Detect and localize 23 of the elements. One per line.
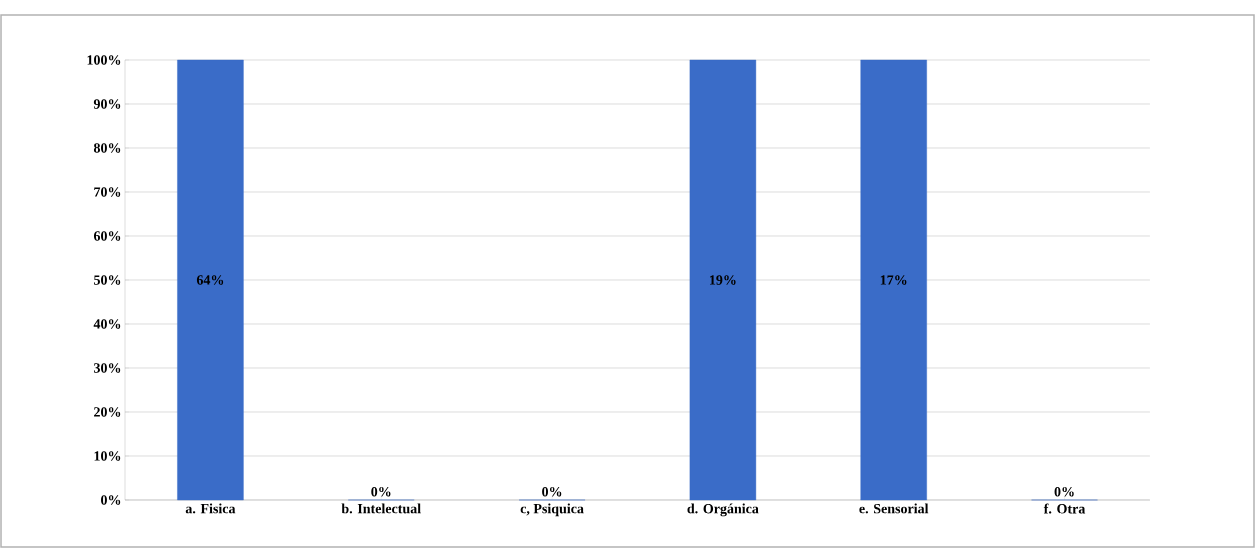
x-tick-label: a. Fisica (185, 503, 236, 514)
x-tick-label: e. Sensorial (859, 503, 929, 514)
y-tick-label: 80% (93, 143, 121, 153)
annotation: 0% (1054, 486, 1074, 497)
y-tick-label: 90% (93, 99, 121, 109)
annotation: 19% (710, 275, 736, 285)
annotation: 0% (542, 486, 562, 497)
y-tick-label: 10% (94, 451, 121, 461)
y-tick-label: 40% (93, 319, 121, 329)
x-tick-label: b. Intelectual (341, 503, 421, 514)
y-tick-label: 70% (94, 187, 121, 197)
x-tick-label: d. Orgánica (687, 503, 759, 517)
annotation: 0% (371, 486, 391, 497)
y-tick-label: 60% (93, 231, 121, 241)
x-tick-label: f. Otra (1043, 503, 1086, 514)
y-tick-label: 100% (87, 55, 121, 65)
annotation: 17% (880, 275, 907, 285)
x-tick-label: c, Psiquica (520, 503, 584, 517)
y-tick-label: 30% (94, 363, 121, 373)
y-tick-label: 50% (94, 275, 121, 285)
y-tick-label: 0% (101, 495, 121, 505)
annotation: 64% (196, 275, 224, 285)
y-tick-label: 20% (94, 407, 121, 417)
